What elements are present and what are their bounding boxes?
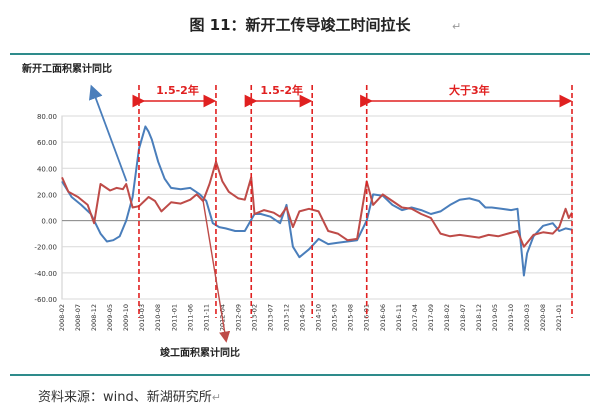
x-tick-label: 2015-08: [347, 304, 355, 331]
y-tick-label: 60.00: [37, 139, 57, 147]
x-tick-label: 2019-10: [507, 304, 515, 331]
y-tick-label: -20.00: [34, 244, 57, 252]
x-tick-label: 2015-03: [331, 304, 339, 331]
source-note: 资料来源：wind、新湖研究所↵: [38, 386, 221, 405]
y-tick-label: -40.00: [34, 270, 57, 278]
annotation-span-label: 1.5-2年: [156, 83, 199, 97]
y-tick-label: 20.00: [37, 191, 57, 199]
bottom-rule: [10, 374, 590, 376]
y-axis: 80.00 60.00 40.00 20.00 0.00 -20.00 -40.00 -60.…: [34, 113, 57, 304]
series-line-completions: [61, 160, 573, 248]
paragraph-return-mark: ↵: [452, 20, 462, 33]
x-tick-label: 2011-11: [202, 304, 210, 331]
source-text: 资料来源：wind、新湖研究所: [38, 390, 212, 405]
x-tick-label: 2009-05: [106, 304, 114, 331]
x-tick-label: 2014-10: [315, 304, 323, 331]
figure-title-text: 图 11：新开工传导竣工时间拉长: [189, 16, 411, 34]
y-tick-label: -60.00: [34, 296, 57, 304]
annotations: 1.5-2年 1.5-2年 大于3年: [132, 83, 573, 318]
y-tick-label: 40.00: [37, 165, 57, 173]
x-tick-label: 2009-10: [122, 304, 130, 331]
callout-arrow-completions: [202, 200, 231, 343]
x-tick-label: 2016-11: [395, 304, 403, 331]
annotation-span-label: 大于3年: [449, 83, 490, 97]
y-tick-label: 80.00: [37, 113, 57, 121]
x-tick-label: 2013-07: [266, 304, 274, 331]
callout-label-completions: 竣工面积累计同比: [160, 346, 240, 359]
x-axis: 2008-02 2008-07 2008-12 2009-05 2009-10 2010-…: [58, 304, 563, 331]
x-tick-label: 2020-08: [539, 304, 547, 331]
x-tick-label: 2013-02: [250, 304, 258, 331]
figure-title: 图 11：新开工传导竣工时间拉长: [0, 14, 600, 35]
series-line-new-starts: [61, 125, 573, 277]
x-tick-label: 2008-02: [58, 304, 66, 331]
top-rule: [10, 53, 590, 55]
y-tick-label: 0.00: [41, 218, 57, 226]
grid: [62, 115, 572, 300]
x-tick-label: 2013-12: [283, 304, 291, 331]
x-tick-label: 2012-09: [234, 304, 242, 331]
x-tick-label: 2018-02: [443, 304, 451, 331]
x-tick-label: 2019-05: [491, 304, 499, 331]
x-tick-label: 2017-04: [411, 304, 419, 331]
x-tick-label: 2018-07: [459, 304, 467, 331]
x-tick-label: 2010-08: [154, 304, 162, 331]
x-tick-label: 2017-09: [427, 304, 435, 331]
paragraph-return-mark: ↵: [211, 391, 221, 404]
x-tick-label: 2020-03: [523, 304, 531, 331]
callout-label-new-starts: 新开工面积累计同比: [22, 62, 112, 75]
x-tick-label: 2008-07: [74, 304, 82, 331]
x-tick-label: 2011-06: [186, 304, 194, 331]
callout-arrow-new-starts: [88, 84, 128, 182]
x-tick-label: 2010-03: [138, 304, 146, 331]
x-tick-label: 2021-01: [555, 304, 563, 331]
x-tick-label: 2008-12: [90, 304, 98, 331]
x-tick-label: 2014-05: [299, 304, 307, 331]
series: [61, 125, 573, 277]
x-tick-label: 2016-06: [379, 304, 387, 331]
x-tick-label: 2011-01: [170, 304, 178, 331]
annotation-span-label: 1.5-2年: [260, 83, 303, 97]
x-tick-label: 2018-12: [475, 304, 483, 331]
